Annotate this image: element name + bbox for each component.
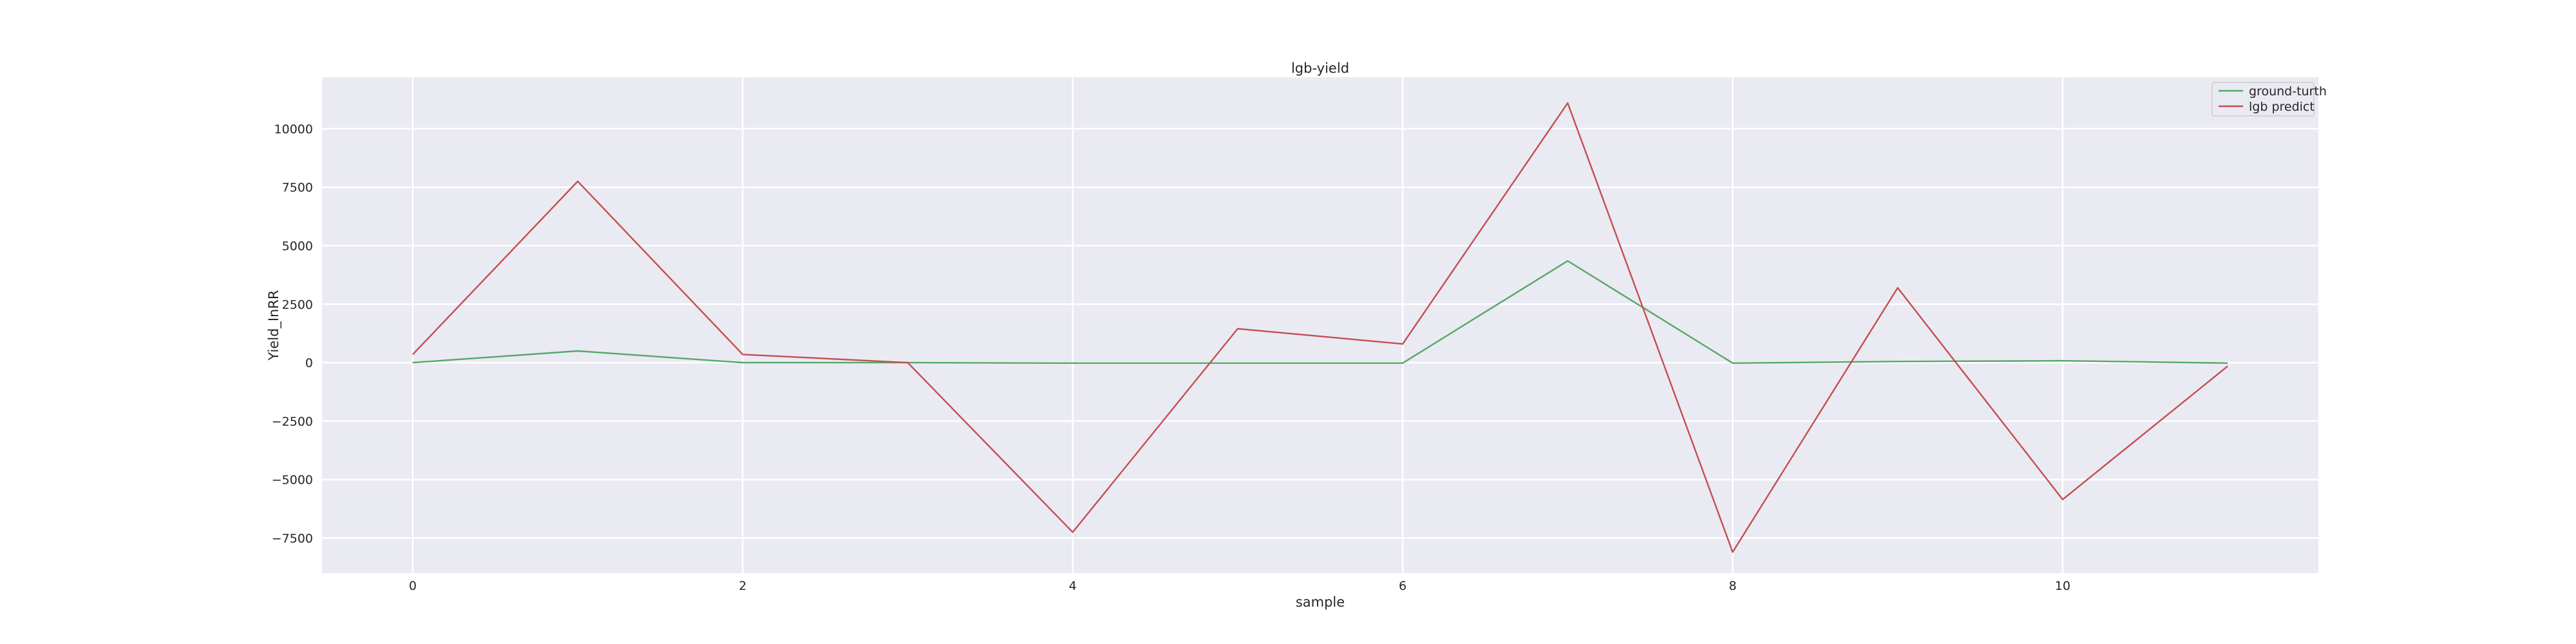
x-tick-label: 2	[739, 579, 746, 593]
x-tick-label: 0	[409, 579, 417, 593]
x-tick-label: 8	[1728, 579, 1736, 593]
x-tick-labels: 0 2 4 6 8 10	[409, 579, 2070, 593]
chart-title: lgb-yield	[1291, 61, 1349, 76]
y-tick-label: 7500	[282, 181, 313, 195]
y-tick-label: 0	[305, 356, 313, 370]
y-tick-label: 10000	[274, 122, 313, 137]
plot-area	[322, 77, 2318, 573]
x-tick-label: 6	[1399, 579, 1406, 593]
y-tick-label: −7500	[272, 532, 313, 546]
y-tick-label: 2500	[282, 298, 313, 312]
y-tick-label: −5000	[272, 473, 313, 488]
series-line-lgb-predict	[412, 102, 2228, 553]
y-tick-labels: −7500 −5000 −2500 0 2500 5000 7500 10000	[272, 122, 313, 546]
legend: ground-turth lgb predict	[2211, 82, 2327, 117]
series-line-ground-turth	[412, 260, 2228, 364]
y-axis-label: Yield_InRR	[266, 290, 282, 361]
y-tick-label: −2500	[272, 415, 313, 429]
x-axis-label: sample	[1296, 594, 1345, 610]
series-lines	[412, 102, 2228, 553]
legend-label-ground-turth: ground-turth	[2249, 84, 2327, 99]
x-tick-label: 10	[2055, 579, 2070, 593]
y-tick-label: 5000	[282, 240, 313, 254]
grid-lines	[322, 77, 2318, 573]
legend-label-lgb-predict: lgb predict	[2249, 100, 2315, 114]
x-tick-label: 4	[1069, 579, 1077, 593]
